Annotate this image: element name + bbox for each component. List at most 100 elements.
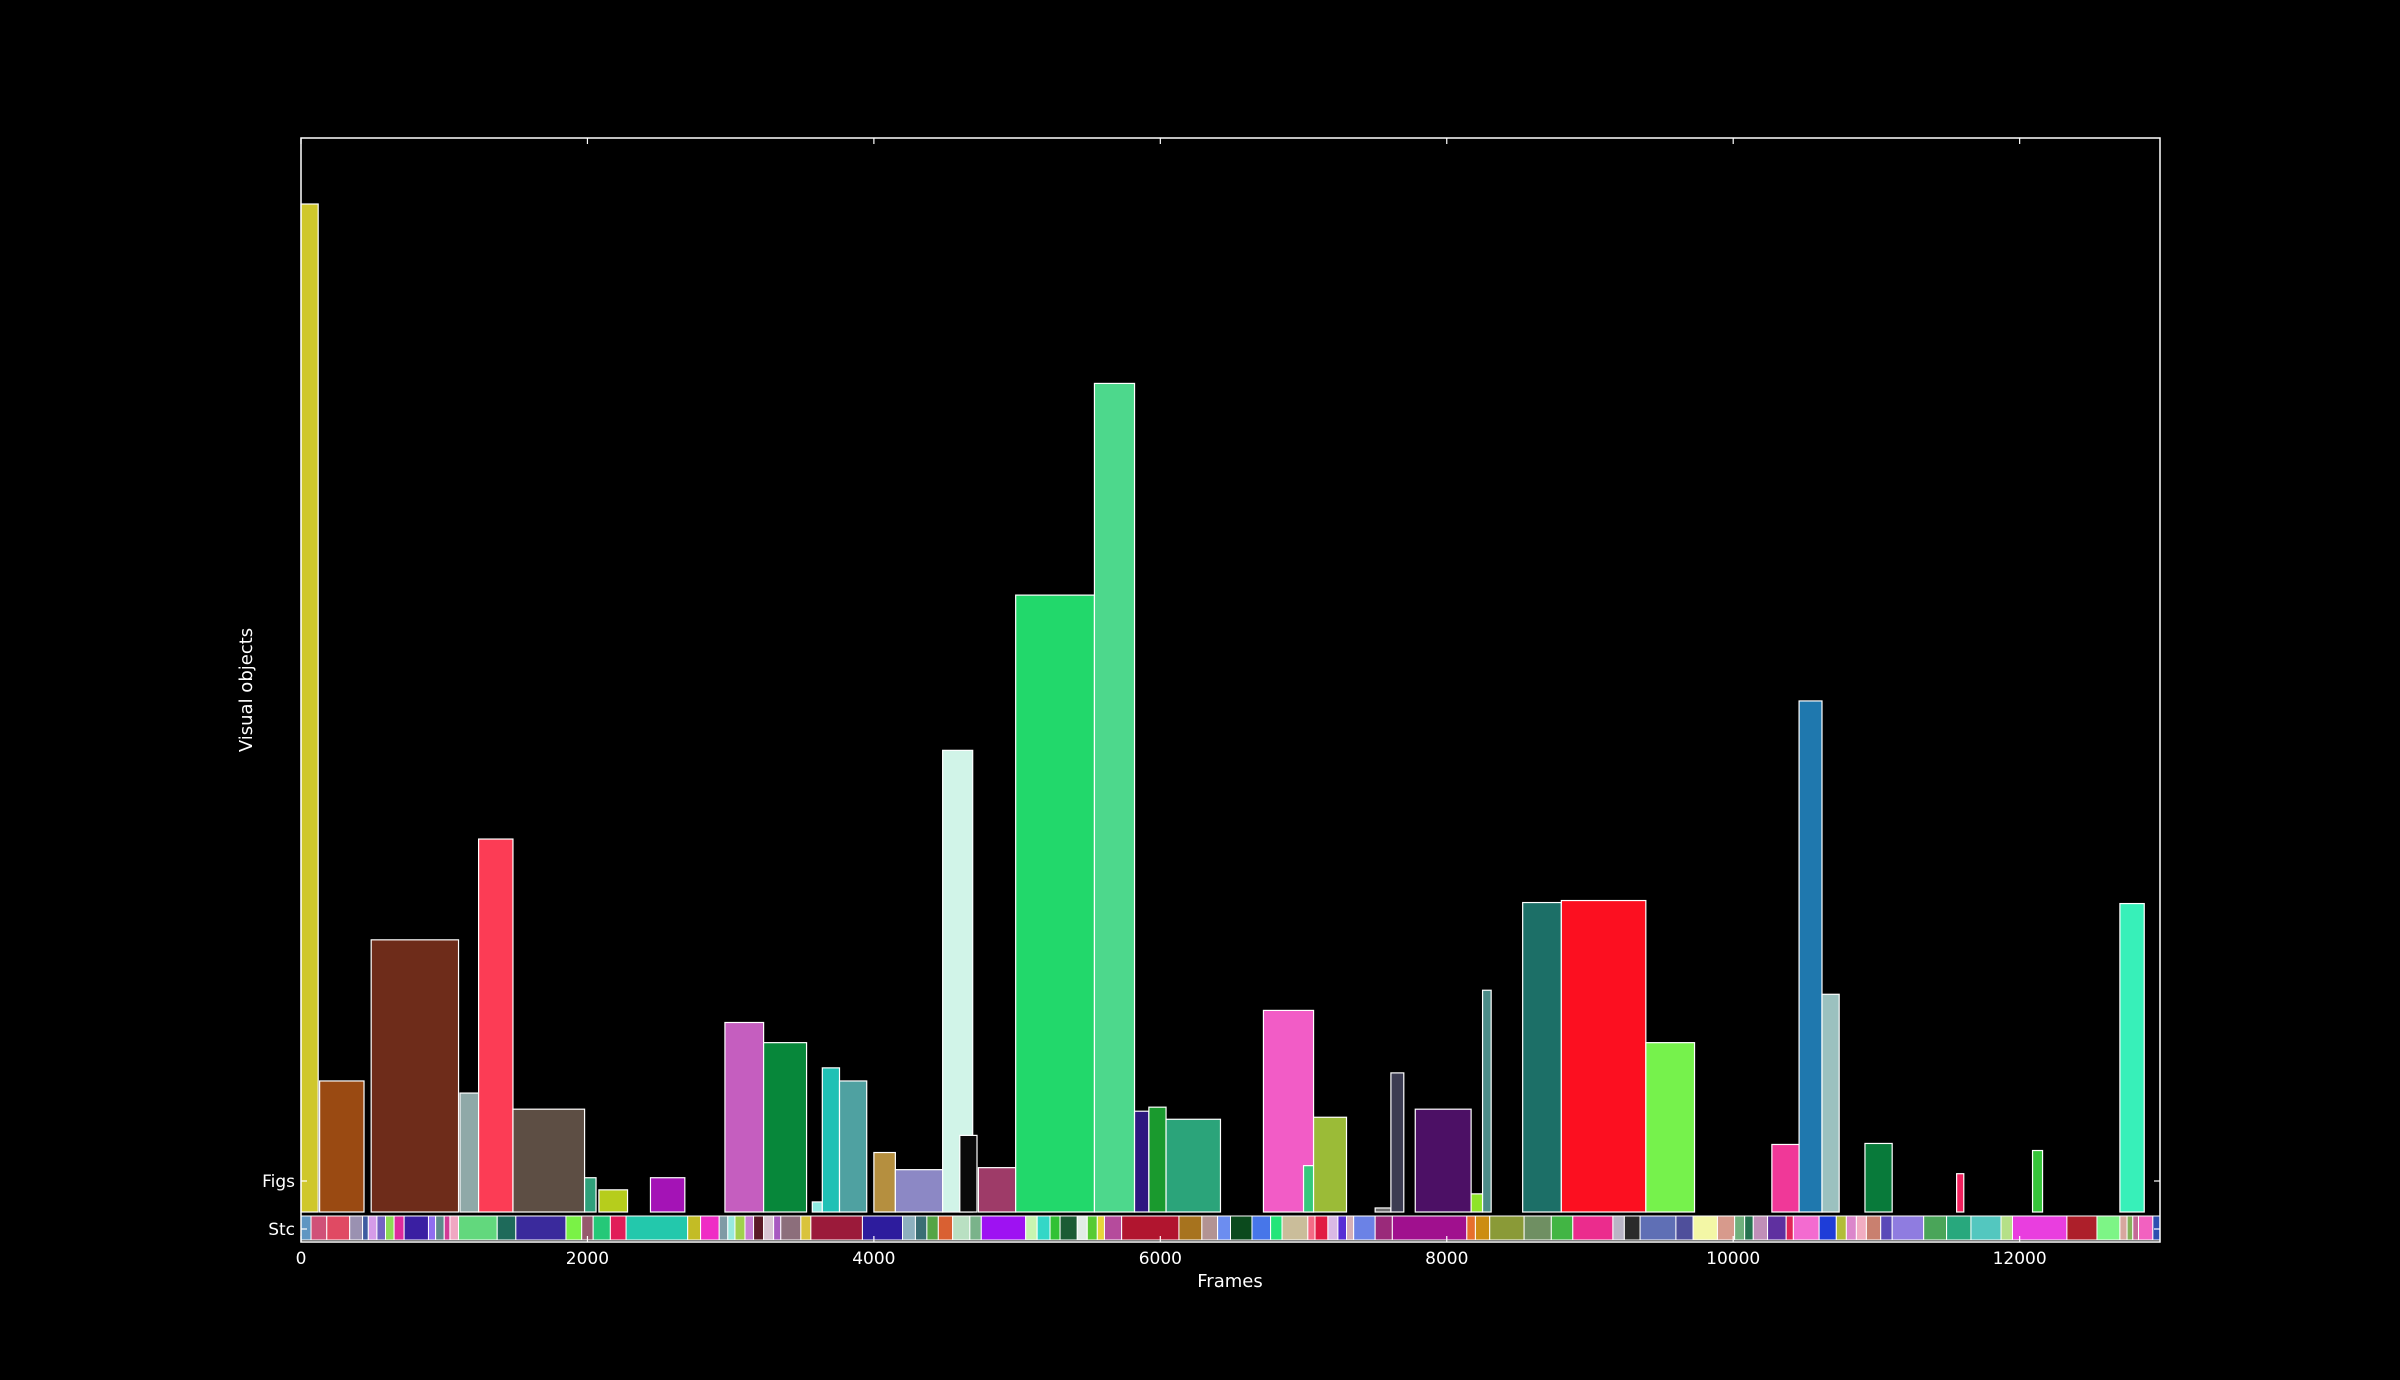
y-tick-label-1: Stc — [268, 1220, 295, 1240]
stc-segment-58 — [1307, 1215, 1316, 1241]
x-tick-label-3: 6000 — [1139, 1249, 1182, 1269]
stc-segment-5 — [367, 1215, 378, 1241]
stc-segment-47 — [1086, 1215, 1098, 1241]
stc-segment-71 — [1572, 1215, 1614, 1241]
figs-bar-19 — [1015, 594, 1096, 1213]
plot-frame — [300, 137, 2161, 1243]
stc-segment-79 — [1744, 1215, 1754, 1241]
stc-segment-86 — [1845, 1215, 1857, 1241]
x-tick-label-2: 4000 — [852, 1249, 895, 1269]
stc-segment-16 — [515, 1215, 567, 1241]
figs-bar-32 — [1522, 901, 1562, 1213]
stc-segment-100 — [2132, 1215, 2140, 1241]
figs-bar-35 — [1771, 1143, 1800, 1213]
stc-segment-10 — [427, 1215, 437, 1241]
stc-segment-28 — [753, 1215, 765, 1241]
figs-bar-29 — [1414, 1108, 1472, 1213]
stc-segment-24 — [718, 1215, 729, 1241]
figs-bar-30 — [1470, 1193, 1484, 1213]
y-axis-ticks: Figs Stc — [262, 1172, 2160, 1240]
stc-segment-64 — [1374, 1215, 1393, 1241]
stc-segment-56 — [1270, 1215, 1283, 1241]
stc-segment-80 — [1752, 1215, 1769, 1241]
stc-segment-77 — [1716, 1215, 1736, 1241]
stc-segment-43 — [1036, 1215, 1051, 1241]
stc-segment-70 — [1550, 1215, 1574, 1241]
stc-segment-59 — [1314, 1215, 1329, 1241]
stc-segment-27 — [744, 1215, 755, 1241]
figs-bar-2 — [370, 939, 460, 1213]
stc-segment-26 — [734, 1215, 746, 1241]
x-tick-label-6: 12000 — [1993, 1249, 2047, 1269]
stc-segment-91 — [1923, 1215, 1948, 1241]
stc-segment-92 — [1946, 1215, 1972, 1241]
stc-segment-45 — [1059, 1215, 1078, 1241]
figs-bar-28 — [1390, 1072, 1405, 1213]
x-tick-label-0: 0 — [296, 1249, 307, 1269]
stc-segment-90 — [1891, 1215, 1925, 1241]
stc-segment-46 — [1076, 1215, 1088, 1241]
figs-bar-41 — [2119, 902, 2145, 1213]
stc-segment-37 — [926, 1215, 939, 1241]
stc-segment-73 — [1623, 1215, 1641, 1241]
figs-bar-11 — [811, 1201, 823, 1213]
x-tick-label-4: 8000 — [1425, 1249, 1468, 1269]
figs-bars — [300, 203, 2145, 1213]
stc-segment-14 — [458, 1215, 498, 1241]
stc-segment-82 — [1785, 1215, 1794, 1241]
stc-segment-15 — [496, 1215, 517, 1241]
stc-segment-4 — [362, 1215, 369, 1241]
figs-bar-1 — [319, 1080, 365, 1213]
stc-segment-102 — [2152, 1215, 2161, 1241]
stc-segment-52 — [1201, 1215, 1219, 1241]
figs-bar-0 — [300, 203, 319, 1213]
stc-segment-69 — [1523, 1215, 1552, 1241]
stc-segment-35 — [902, 1215, 916, 1241]
stc-strip — [300, 1215, 2161, 1241]
figs-bar-39 — [1956, 1173, 1965, 1213]
stc-segment-48 — [1096, 1215, 1105, 1241]
stc-segment-19 — [592, 1215, 611, 1241]
figs-bar-21 — [1133, 1110, 1150, 1213]
figs-bar-4 — [477, 838, 514, 1213]
figs-bar-26 — [1312, 1116, 1348, 1213]
stc-segment-33 — [810, 1215, 863, 1241]
x-tick-label-1: 2000 — [566, 1249, 609, 1269]
stc-segment-65 — [1391, 1215, 1468, 1241]
stc-segment-74 — [1639, 1215, 1677, 1241]
stc-segment-95 — [2011, 1215, 2068, 1241]
figs-bar-6 — [583, 1177, 597, 1213]
stc-segment-23 — [700, 1215, 720, 1241]
figs-bar-34 — [1645, 1042, 1696, 1213]
figs-bar-25 — [1302, 1165, 1315, 1213]
stc-segment-38 — [937, 1215, 954, 1241]
stc-segment-12 — [443, 1215, 451, 1241]
stc-segment-51 — [1178, 1215, 1203, 1241]
stc-segment-11 — [435, 1215, 445, 1241]
stc-segment-1 — [310, 1215, 328, 1241]
figs-bar-13 — [838, 1080, 868, 1213]
stc-segment-62 — [1346, 1215, 1355, 1241]
y-axis-label: Visual objects — [236, 628, 257, 752]
stc-segment-44 — [1049, 1215, 1061, 1241]
stc-segment-83 — [1792, 1215, 1820, 1241]
stc-segment-25 — [727, 1215, 736, 1241]
figs-bar-10 — [763, 1042, 808, 1213]
stc-segment-89 — [1880, 1215, 1893, 1241]
stc-segment-94 — [2000, 1215, 2013, 1241]
stc-segment-72 — [1612, 1215, 1625, 1241]
figs-bar-22 — [1148, 1106, 1167, 1213]
stc-segment-41 — [980, 1215, 1027, 1241]
stc-segment-84 — [1818, 1215, 1837, 1241]
stc-segment-7 — [385, 1215, 395, 1241]
stc-segment-96 — [2066, 1215, 2098, 1241]
stc-segment-61 — [1337, 1215, 1348, 1241]
stc-segment-76 — [1692, 1215, 1718, 1241]
stc-segment-75 — [1675, 1215, 1694, 1241]
figs-bar-12 — [821, 1067, 841, 1213]
figs-bar-15 — [894, 1169, 944, 1213]
stc-segment-93 — [1970, 1215, 2002, 1241]
stc-segment-66 — [1466, 1215, 1476, 1241]
stc-segment-9 — [403, 1215, 429, 1241]
